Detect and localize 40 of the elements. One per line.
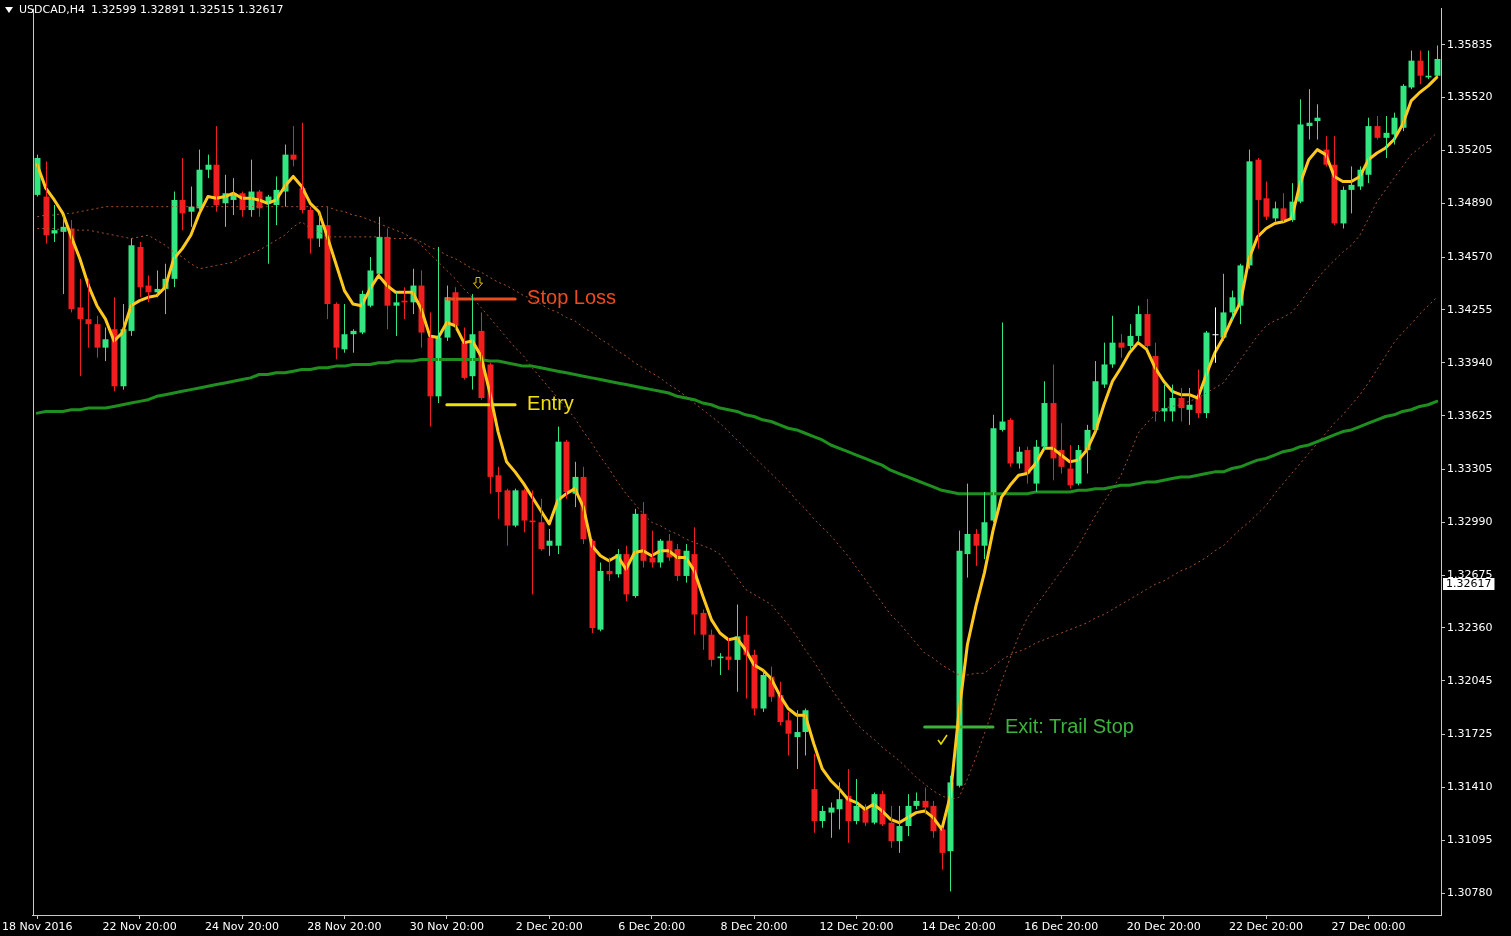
y-tick-label: 1.33305 (1447, 462, 1493, 476)
x-tick-label: 8 Dec 20:00 (720, 920, 788, 934)
candlestick (393, 291, 400, 337)
x-tick-label: 24 Nov 20:00 (204, 920, 280, 934)
x-tick-label: 22 Dec 20:00 (1229, 920, 1304, 934)
y-tick-label: 1.33940 (1447, 355, 1493, 369)
candlestick (51, 204, 58, 243)
candlestick (102, 327, 109, 362)
chart-title: USDCAD,H4 (19, 3, 85, 16)
y-tick-label: 1.31410 (1447, 780, 1493, 794)
y-tick-label: 1.32360 (1447, 620, 1493, 634)
x-tick-label: 20 Dec 20:00 (1126, 920, 1201, 934)
y-tick-label: 1.33625 (1447, 408, 1493, 422)
x-tick-label: 2 Dec 20:00 (515, 920, 583, 934)
y-tick-label: 1.32045 (1447, 673, 1493, 687)
chart-subtitle: 1.32599 1.32891 1.32515 1.32617 (90, 3, 284, 16)
y-tick-label: 1.34890 (1447, 196, 1493, 210)
x-tick-label: 6 Dec 20:00 (618, 920, 686, 934)
x-tick-label: 12 Dec 20:00 (819, 920, 894, 934)
text: 1.32617 (1446, 577, 1492, 591)
y-tick-label: 1.32990 (1447, 515, 1493, 529)
y-tick-label: 1.31725 (1447, 727, 1493, 741)
y-tick-label: 1.31095 (1447, 833, 1493, 847)
y-tick-label: 1.35205 (1447, 143, 1493, 157)
x-tick-label: 28 Nov 20:00 (307, 920, 382, 934)
x-tick-label: 16 Dec 20:00 (1024, 920, 1099, 934)
y-tick-label: 1.34570 (1447, 249, 1493, 263)
series-label: Entry (527, 392, 574, 415)
x-tick-label: 22 Nov 20:00 (102, 920, 177, 934)
x-tick-label: 30 Nov 20:00 (409, 920, 484, 934)
series-label: Exit: Trail Stop (1004, 714, 1134, 737)
x-tick-label: 27 Dec 00:00 (1331, 920, 1406, 934)
x-tick-label: 18 Nov 2016 (2, 920, 73, 934)
candlestick (649, 530, 656, 569)
y-tick-label: 1.35835 (1447, 37, 1493, 51)
y-tick-label: 1.34255 (1447, 302, 1493, 316)
series-label: Stop Loss (527, 286, 617, 309)
y-tick-label: 1.35520 (1447, 90, 1493, 104)
y-tick-label: 1.30780 (1447, 886, 1493, 900)
x-tick-label: 14 Dec 20:00 (921, 920, 996, 934)
